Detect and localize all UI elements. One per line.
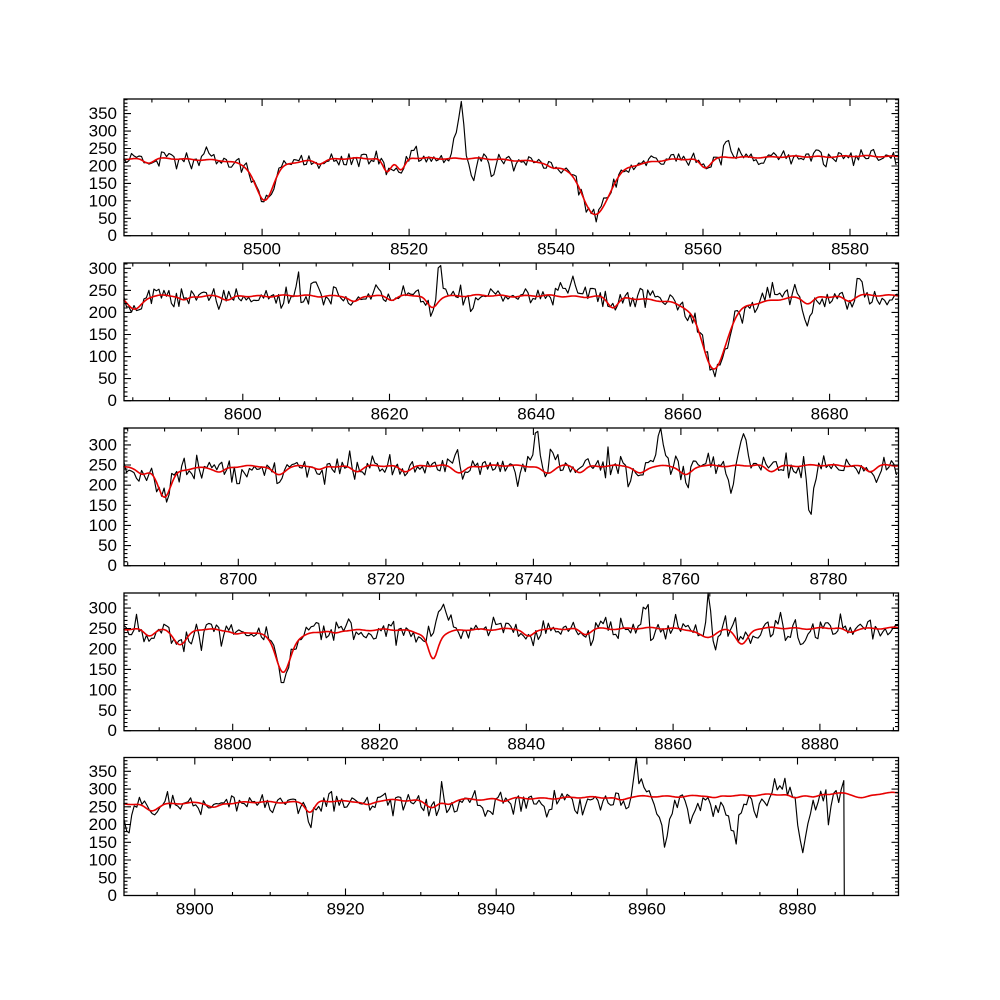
y-tick-label: 200 — [89, 640, 117, 659]
x-tick-label: 8600 — [224, 405, 262, 424]
x-tick-label: 8660 — [664, 405, 702, 424]
x-tick-label: 8880 — [801, 735, 839, 754]
observed-spectrum-line — [123, 100, 897, 223]
y-tick-label: 300 — [89, 599, 117, 618]
panel-axes-frame — [123, 427, 900, 567]
y-tick-label: 150 — [89, 496, 117, 515]
observed-spectrum-line — [123, 427, 897, 515]
y-tick-label: 50 — [98, 701, 117, 720]
panel-ticks — [124, 428, 899, 567]
x-tick-label: 8760 — [662, 570, 700, 589]
y-tick-label: 300 — [89, 122, 117, 141]
observed-spectrum-line — [123, 756, 845, 897]
x-tick-label: 8500 — [243, 240, 281, 259]
y-tick-label: 100 — [89, 516, 117, 535]
panel-axes-frame — [123, 98, 900, 237]
y-tick-label: 300 — [89, 780, 117, 799]
y-tick-label: 150 — [89, 660, 117, 679]
x-tick-label: 8740 — [514, 570, 552, 589]
x-tick-label: 8900 — [176, 900, 214, 919]
y-tick-label: 100 — [89, 191, 117, 210]
y-tick-label: 300 — [89, 259, 117, 278]
x-tick-label: 8560 — [684, 240, 722, 259]
y-tick-label: 300 — [89, 435, 117, 454]
panel-axes-frame — [123, 756, 900, 897]
model-fit-line — [123, 791, 899, 814]
x-tick-label: 8580 — [831, 240, 869, 259]
x-tick-label: 8860 — [654, 735, 692, 754]
y-tick-label: 250 — [89, 619, 117, 638]
observed-spectrum-line — [123, 264, 898, 378]
y-tick-label: 0 — [108, 226, 117, 245]
x-tick-label: 8540 — [537, 240, 575, 259]
y-tick-label: 250 — [89, 456, 117, 475]
x-tick-label: 8800 — [214, 735, 252, 754]
x-tick-label: 8700 — [219, 570, 257, 589]
panel-axes-frame — [123, 262, 900, 402]
panel-ticks — [124, 593, 899, 732]
x-tick-label: 8620 — [371, 405, 409, 424]
y-tick-label: 250 — [89, 139, 117, 158]
x-tick-label: 8640 — [517, 405, 555, 424]
y-tick-label: 0 — [108, 556, 117, 575]
x-tick-label: 8680 — [811, 405, 849, 424]
panel-ticks — [124, 263, 899, 402]
x-tick-label: 8720 — [367, 570, 405, 589]
y-tick-label: 0 — [108, 721, 117, 740]
y-tick-label: 100 — [89, 851, 117, 870]
x-tick-label: 8960 — [628, 900, 666, 919]
x-tick-label: 8980 — [779, 900, 817, 919]
y-tick-label: 250 — [89, 281, 117, 300]
y-tick-label: 350 — [89, 104, 117, 123]
y-tick-label: 0 — [108, 391, 117, 410]
x-tick-label: 8520 — [390, 240, 428, 259]
y-tick-label: 50 — [98, 209, 117, 228]
y-tick-label: 250 — [89, 797, 117, 816]
y-tick-label: 200 — [89, 157, 117, 176]
x-tick-label: 8820 — [361, 735, 399, 754]
y-tick-label: 200 — [89, 303, 117, 322]
y-tick-label: 150 — [89, 174, 117, 193]
x-tick-label: 8920 — [327, 900, 365, 919]
model-fit-line — [123, 626, 899, 674]
model-fit-line — [123, 463, 899, 499]
x-tick-label: 8840 — [507, 735, 545, 754]
y-tick-label: 350 — [89, 762, 117, 781]
y-tick-label: 100 — [89, 347, 117, 366]
y-tick-label: 50 — [98, 369, 117, 388]
y-tick-label: 150 — [89, 833, 117, 852]
x-tick-label: 8780 — [809, 570, 847, 589]
y-tick-label: 50 — [98, 868, 117, 887]
y-tick-label: 200 — [89, 815, 117, 834]
panel-2: 8600 8620 8640 8660 8680 0 50 100 150 200 250 300 — [89, 259, 900, 424]
panel-1: 8500 8520 8540 8560 8580 05010015020025030035… — [89, 98, 900, 259]
y-tick-label: 50 — [98, 536, 117, 555]
panel-5: 8900 8920 8940 8960 8980 05010015020025030035… — [89, 756, 900, 919]
panel-ticks — [124, 99, 899, 237]
y-tick-label: 200 — [89, 476, 117, 495]
model-fit-line — [123, 154, 900, 216]
y-tick-label: 0 — [108, 886, 117, 905]
observed-spectrum-line — [123, 592, 899, 684]
panel-ticks — [124, 757, 899, 897]
model-fit-line — [123, 293, 900, 370]
panel-axes-frame — [123, 592, 900, 732]
y-tick-label: 100 — [89, 680, 117, 699]
y-tick-label: 150 — [89, 325, 117, 344]
x-tick-label: 8940 — [477, 900, 515, 919]
